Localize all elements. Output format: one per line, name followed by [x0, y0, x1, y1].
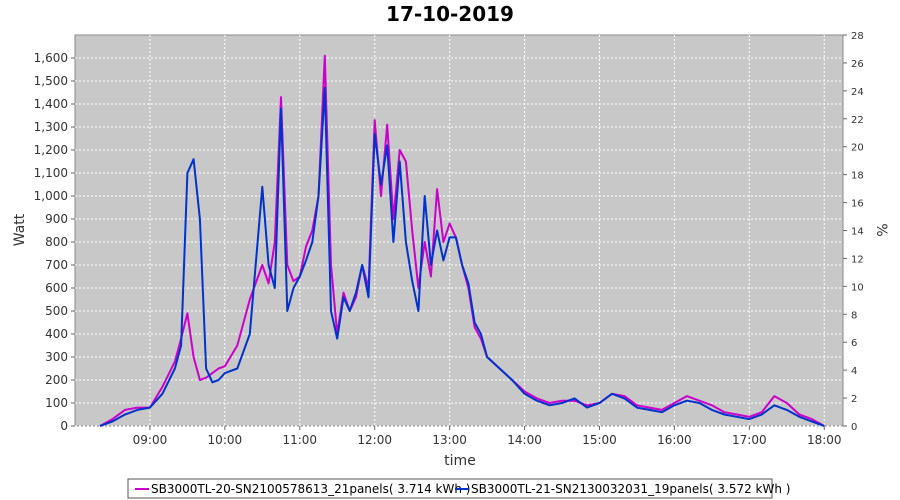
x-tick-label: 16:00 — [657, 433, 692, 447]
y2-tick-label: 12 — [851, 254, 864, 265]
y-tick-label: 1,300 — [34, 120, 68, 134]
y-tick-label: 700 — [45, 258, 68, 272]
y-tick-label: 800 — [45, 235, 68, 249]
x-tick-label: 14:00 — [507, 433, 542, 447]
y-tick-label: 900 — [45, 212, 68, 226]
x-tick-label: 13:00 — [432, 433, 467, 447]
y2-axis-label: % — [873, 223, 889, 236]
y-tick-label: 500 — [45, 304, 68, 318]
y2-tick-label: 2 — [851, 394, 857, 405]
plot-area — [74, 34, 844, 427]
chart-title: 17-10-2019 — [386, 2, 514, 26]
x-axis-ticks: 09:00 10:00 11:00 12:00 13:00 14:00 15:00 16:00… — [133, 426, 842, 447]
x-tick-label: 17:00 — [732, 433, 767, 447]
y-tick-label: 200 — [45, 373, 68, 387]
x-tick-label: 12:00 — [357, 433, 392, 447]
y2-tick-label: 10 — [851, 282, 864, 293]
y2-tick-label: 24 — [851, 87, 864, 98]
y-tick-label: 1,600 — [34, 51, 68, 65]
series-line-1 — [99, 54, 825, 427]
legend-box — [127, 478, 773, 499]
x-tick-label: 18:00 — [807, 433, 842, 447]
x-axis-label: time — [444, 453, 476, 469]
y-tick-label: 600 — [45, 281, 68, 295]
x-tick-label: 10:00 — [208, 433, 243, 447]
y-tick-label: 1,400 — [34, 97, 68, 111]
y2-tick-label: 18 — [851, 171, 864, 182]
x-tick-label: 11:00 — [282, 433, 317, 447]
y-tick-label: 1,000 — [34, 189, 68, 203]
series-lines — [99, 54, 825, 427]
y2-tick-label: 22 — [851, 115, 864, 126]
y-tick-label: 300 — [45, 350, 68, 364]
y2-tick-label: 26 — [851, 59, 864, 70]
y-tick-label: 400 — [45, 327, 68, 341]
legend-label-2: SB3000TL-21-SN2130032031_19panels( 3.572… — [471, 482, 790, 496]
y2-tick-label: 4 — [851, 366, 857, 377]
y2-tick-label: 14 — [851, 227, 864, 238]
y-axis-ticks: 0 100 200 300 400 500 600 700 800 900 1,000 1,100 1,… — [34, 51, 75, 433]
legend: SB3000TL-20-SN2100578613_21panels( 3.714… — [135, 482, 790, 496]
x-tick-label: 09:00 — [133, 433, 168, 447]
series-line-2 — [99, 86, 825, 427]
y-tick-label: 1,500 — [34, 74, 68, 88]
legend-label-1: SB3000TL-20-SN2100578613_21panels( 3.714… — [151, 482, 470, 496]
y2-tick-label: 20 — [851, 143, 864, 154]
y-axis-label: Watt — [12, 213, 28, 246]
y2-tick-label: 28 — [851, 31, 864, 42]
y-tick-label: 0 — [60, 419, 68, 433]
x-tick-label: 15:00 — [582, 433, 617, 447]
y2-tick-label: 0 — [851, 422, 857, 433]
y-tick-label: 1,100 — [34, 166, 68, 180]
y2-tick-label: 6 — [851, 338, 857, 349]
y2-tick-label: 8 — [851, 310, 857, 321]
y-tick-label: 100 — [45, 396, 68, 410]
y2-tick-label: 16 — [851, 199, 864, 210]
y-tick-label: 1,200 — [34, 143, 68, 157]
